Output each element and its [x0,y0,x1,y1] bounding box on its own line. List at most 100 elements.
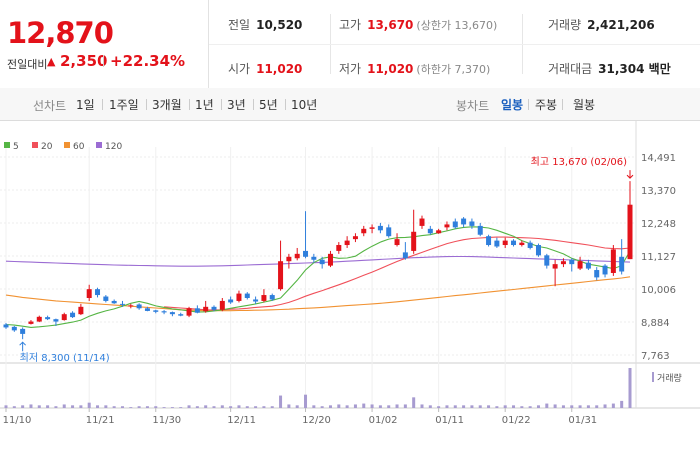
volume-bar [187,405,191,408]
quote-summary: 12,870 전일대비 ▲ 2,350 +22.34% 전일 10,520 고가 1… [0,0,700,89]
ma20-line [164,236,631,311]
volume-bar [212,406,216,408]
period-1w[interactable]: 1주일 [109,98,139,112]
volume-bar [520,406,524,408]
candle-body [20,328,26,334]
candle-body [211,306,217,310]
date-label: 12/11 [227,415,256,426]
volume-bar [46,405,50,408]
period-10y[interactable]: 10년 [291,98,318,112]
candle-body [369,227,375,229]
volume-bar [478,405,482,408]
stat-sub: (하한가 7,370) [416,63,491,76]
volume-bar [96,405,100,408]
candle-body [228,299,234,303]
candle-body [286,256,292,262]
stat-label: 전일 [228,18,251,32]
stat-low: 저가 11,020 (하한가 7,370) [339,60,490,77]
candle-body [303,250,309,257]
volume-bar [628,368,632,408]
volume-bar [578,405,582,408]
volume-bar [445,405,449,408]
candle-weekly[interactable]: 주봉 [535,98,558,112]
volume-label: 거래량 [657,372,682,384]
candle-body [477,225,483,235]
volume-bar [262,406,266,408]
stat-row-divider [209,44,700,45]
candle-body [70,312,76,318]
price-tick-label: 11,127 [641,252,676,263]
candle-body [419,218,425,226]
legend-label: 20 [41,142,53,152]
stat-label: 고가 [339,18,362,32]
candle-monthly[interactable]: 월봉 [573,98,596,112]
volume-bar [345,405,349,408]
candle-body [461,218,467,225]
volume-bar [137,406,141,408]
volume-bar [586,405,590,408]
volume-bar [387,405,391,408]
stat-value: 31,304 백만 [598,62,671,76]
volume-bar [570,405,574,408]
candle-body [377,225,383,231]
price-box: 12,870 전일대비 ▲ 2,350 +22.34% [0,0,209,88]
candle-body [411,231,417,251]
candle-body [261,295,267,301]
period-3y[interactable]: 3년 [227,98,246,112]
stat-label: 시가 [228,62,251,76]
stat-high: 고가 13,670 (상한가 13,670) [339,16,497,33]
candle-body [627,204,633,260]
candle-body [119,303,125,305]
candle-body [535,245,541,256]
price-axis: 14,491 13,370 12,248 11,127 10,006 8,884 7,763 [641,153,676,362]
period-5y[interactable]: 5년 [259,98,278,112]
change-divider [103,55,104,67]
candles [3,181,633,340]
candle-body [161,311,167,313]
stat-value: 11,020 [256,62,303,76]
candle-body [569,259,575,265]
volume-bar [279,395,283,408]
candle-body [544,255,550,266]
volume-bar [312,405,316,408]
ma5-line [5,226,631,328]
option-divider [189,99,190,110]
volume-bar [512,405,516,408]
candle-body [144,308,150,311]
volume-bar [528,406,532,408]
candle-daily[interactable]: 일봉 [501,98,524,112]
option-divider [285,99,286,110]
legend-swatch [96,142,102,148]
candle-body [3,324,9,328]
candle-body [594,270,600,278]
chart-annotations: 최고 13,670 (02/06) 최저 8,300 (11/14) [19,156,634,364]
candle-body [194,308,200,313]
volume-bar [403,404,407,408]
period-3m[interactable]: 3개월 [152,98,182,112]
volume-bar [295,405,299,408]
volume-bar [54,406,58,408]
candle-body [519,242,525,246]
volume-bar [71,405,75,408]
price-tick-label: 10,006 [641,285,676,296]
volume-bar [453,405,457,408]
candle-body [78,306,84,315]
period-1d[interactable]: 1일 [76,98,95,112]
chart-controls: 선차트 1일 1주일 3개월 1년 3년 5년 10년 봉차트 일봉 주봉 월봉 [0,88,700,121]
candle-body [610,249,616,273]
volume-bar [245,406,249,408]
legend-label: 60 [73,142,85,152]
volume-bar [337,404,341,408]
change-label: 전일대비 [7,58,48,71]
up-arrow-icon: ▲ [47,55,56,68]
candle-body [394,239,400,246]
volume-bars: 거래량 [4,368,682,408]
volume-bar [162,407,166,408]
period-1y[interactable]: 1년 [195,98,214,112]
volume-bar [545,403,549,408]
candle-body [444,224,450,228]
option-divider [146,99,147,110]
ma-legend: 5 20 60 120 [4,142,122,152]
candle-body [552,264,558,269]
candle-body [452,221,458,228]
